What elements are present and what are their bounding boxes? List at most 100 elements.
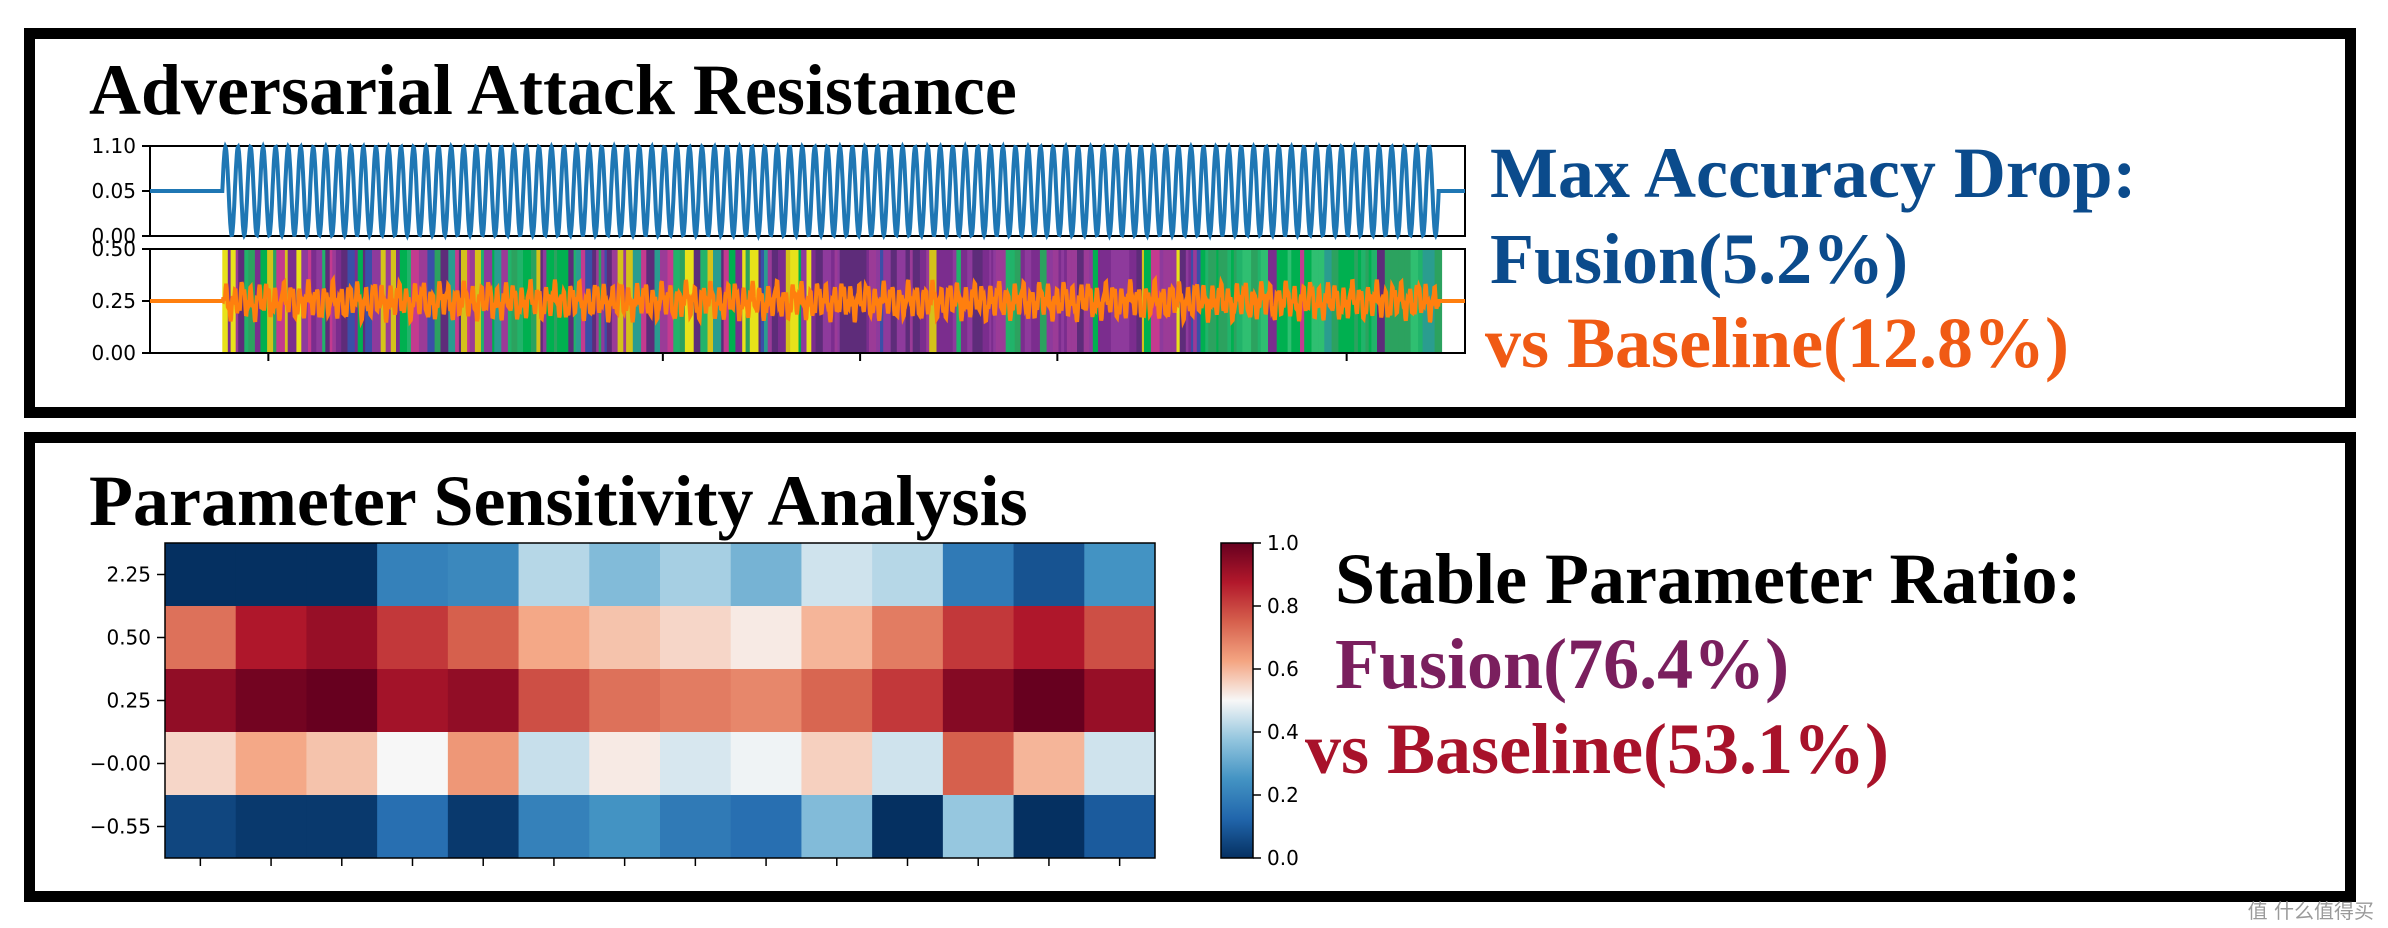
heatmap-cell [1013, 732, 1085, 796]
heatmap-cell [1013, 795, 1085, 859]
spectrogram-stripe [1058, 249, 1062, 353]
panel-title: Adversarial Attack Resistance [89, 50, 1017, 130]
heatmap-cell [730, 732, 802, 796]
heatmap-cell [518, 543, 590, 607]
heatmap-cell [165, 543, 237, 607]
heatmap-cell [660, 543, 732, 607]
panel-title: Parameter Sensitivity Analysis [89, 461, 1028, 541]
heatmap-cell [589, 669, 661, 733]
heatmap-cell [660, 732, 732, 796]
heatmap-cell [165, 669, 237, 733]
heatmap-cell [165, 606, 237, 670]
heatmap-cell [660, 669, 732, 733]
y-tick-label: 2.25 [106, 563, 151, 587]
heatmap-cell [377, 606, 449, 670]
heatmap-cell [447, 543, 520, 607]
heatmap-cell [165, 795, 237, 859]
fusion-accuracy-drop: Fusion(5.2%) [1490, 219, 1909, 299]
heatmap-cell [1084, 543, 1156, 607]
heatmap-cell [801, 732, 873, 796]
y-tick-label: −0.00 [90, 752, 151, 776]
watermark: 值 什么值得买 [2247, 899, 2374, 923]
spectrogram-stripe [222, 249, 229, 353]
heatmap-cell [377, 732, 449, 796]
y-tick-label: 0.00 [91, 224, 136, 248]
heatmap-cell [730, 543, 802, 607]
spectrogram-stripe [1031, 249, 1041, 353]
heatmap-cell [518, 606, 590, 670]
spectrogram-stripe [1077, 249, 1085, 353]
heatmap-cell [589, 795, 661, 859]
colorbar-tick-label: 1.0 [1267, 531, 1299, 555]
spectrogram-stripe [811, 249, 817, 353]
heatmap-cell [1084, 669, 1156, 733]
heatmap-cell [872, 606, 944, 670]
y-tick-label: 0.05 [91, 179, 136, 203]
heatmap-cell [165, 732, 237, 796]
heatmap-cell [518, 795, 590, 859]
colorbar-tick-label: 0.2 [1267, 783, 1299, 807]
stable-ratio-label: Stable Parameter Ratio: [1335, 539, 2082, 619]
heatmap-cell [872, 795, 944, 859]
heatmap-cell [235, 669, 307, 733]
heatmap-cell [235, 543, 307, 607]
colorbar-tick-label: 0.4 [1267, 720, 1299, 744]
heatmap-cell [306, 732, 378, 796]
colorbar-tick-label: 0.0 [1267, 846, 1299, 870]
spectrogram-stripe [721, 249, 725, 353]
heatmap-cell [589, 732, 661, 796]
heatmap-cell [306, 795, 378, 859]
heatmap-cell [801, 795, 873, 859]
heatmap-cell [872, 669, 944, 733]
heatmap-cell [1084, 606, 1156, 670]
heatmap-cell [447, 732, 520, 796]
heatmap-cell [235, 732, 307, 796]
baseline-signal-chart: 0.50 0.25 0.00 [91, 237, 1466, 365]
baseline-accuracy-drop: vs Baseline(12.8%) [1485, 303, 2069, 383]
y-tick-label: 0.50 [91, 237, 136, 261]
colorbar [1220, 542, 1254, 859]
heatmap-cell [1013, 606, 1085, 670]
max-accuracy-drop-label: Max Accuracy Drop: [1490, 133, 2137, 213]
parameter-sensitivity-panel: Parameter Sensitivity Analysis 2.25 0.50 0… [24, 432, 2356, 902]
heatmap-cell [942, 543, 1015, 607]
baseline-stable-ratio: vs Baseline(53.1%) [1305, 709, 1889, 789]
heatmap-cell [730, 669, 802, 733]
heatmap-cell [872, 732, 944, 796]
heatmap-cell [235, 606, 307, 670]
heatmap-cell [872, 543, 944, 607]
spectrogram-stripe [617, 249, 624, 353]
heatmap-cell [660, 606, 732, 670]
heatmap-cell [306, 606, 378, 670]
y-tick-label: 0.00 [91, 341, 136, 365]
heatmap-cell [942, 669, 1015, 733]
heatmap-cell [518, 669, 590, 733]
heatmap-cell [377, 669, 449, 733]
adversarial-attack-panel: Adversarial Attack Resistance 1.10 0.05 0.… [24, 28, 2356, 418]
heatmap-cell [730, 606, 802, 670]
spectrogram-stripe [623, 249, 627, 353]
y-tick-label: 1.10 [91, 134, 136, 158]
colorbar-tick-label: 0.8 [1267, 594, 1299, 618]
y-tick-label: 0.25 [106, 689, 151, 713]
fusion-signal-chart: 1.10 0.05 0.00 [91, 134, 1466, 248]
y-tick-label: 0.50 [106, 626, 151, 650]
fusion-stable-ratio: Fusion(76.4%) [1335, 624, 1790, 704]
heatmap-cell [589, 606, 661, 670]
heatmap-cell [1084, 732, 1156, 796]
heatmap-cell [660, 795, 732, 859]
heatmap-cell [801, 606, 873, 670]
heatmap-cell [306, 543, 378, 607]
heatmap-cell [589, 543, 661, 607]
spectrogram-stripe [396, 249, 401, 353]
y-tick-label: 0.25 [91, 289, 136, 313]
heatmap-cell [942, 606, 1015, 670]
heatmap-cell [235, 795, 307, 859]
heatmap-cell [942, 732, 1015, 796]
heatmap-cell [377, 795, 449, 859]
heatmap-cell [1013, 543, 1085, 607]
heatmap-cell [730, 795, 802, 859]
sensitivity-heatmap: 2.25 0.50 0.25 −0.00 −0.55 1.0 0.8 0.6 0.4 0.2 0.… [90, 531, 1299, 870]
colorbar-tick-label: 0.6 [1267, 657, 1299, 681]
spectrogram-stripe [448, 249, 456, 353]
